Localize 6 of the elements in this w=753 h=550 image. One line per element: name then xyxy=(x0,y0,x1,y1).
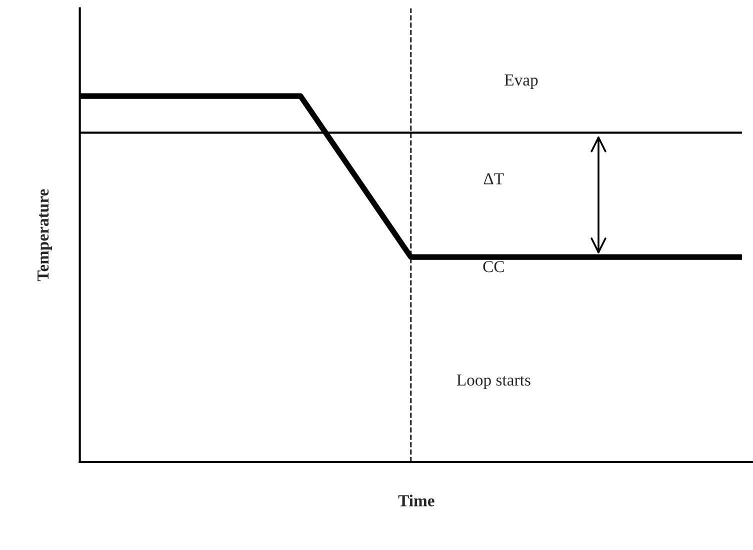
y-axis-title: Temperature xyxy=(38,189,52,282)
x-axis-title: Time xyxy=(398,494,434,506)
annotation: Loop starts xyxy=(456,374,530,390)
text: Evap xyxy=(504,74,538,89)
annotation: CC xyxy=(483,261,504,272)
annotation: ΔT xyxy=(484,173,504,184)
